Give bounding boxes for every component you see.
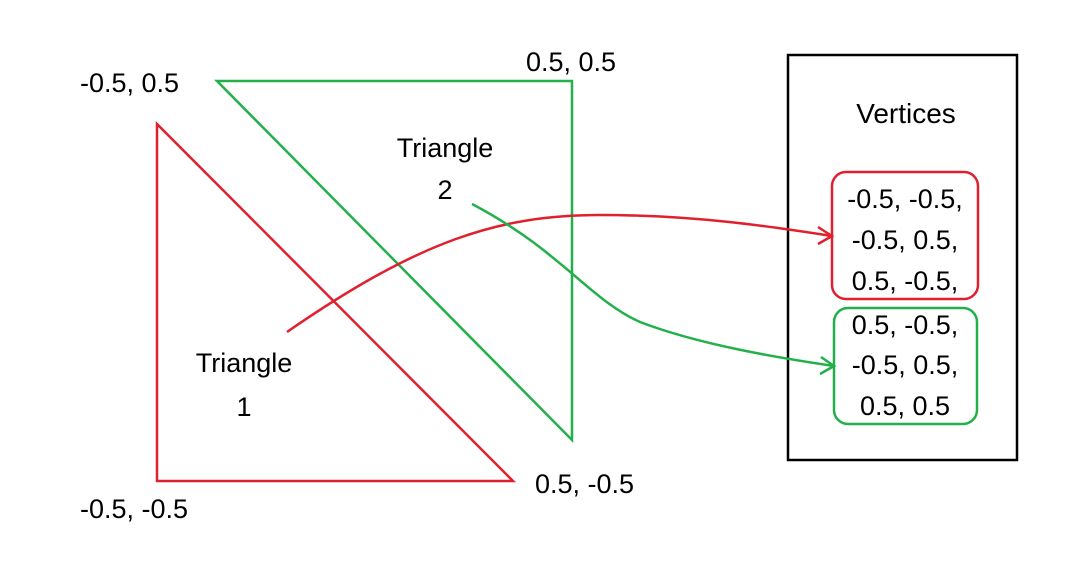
vertex-group-2-line-2: -0.5, 0.5,: [852, 350, 959, 380]
vertex-group-1-line-2: -0.5, 0.5,: [852, 225, 959, 255]
triangle-1-arrow: [286, 213, 833, 334]
coord-top-right: 0.5, 0.5: [526, 47, 616, 77]
triangle-1-label-line2: 1: [236, 392, 251, 422]
triangle-1-shape: [155, 120, 517, 483]
vertex-group-2-line-3: 0.5, 0.5: [860, 391, 950, 421]
triangle-2-label-line1: Triangle: [397, 133, 494, 163]
triangle-1-arrowhead: [817, 225, 835, 246]
triangle-1-label-line1: Triangle: [196, 348, 293, 378]
coord-bottom-left: -0.5, -0.5: [80, 494, 188, 524]
triangle-2-arrowhead: [819, 355, 837, 376]
coord-top-left: -0.5, 0.5: [80, 68, 179, 98]
triangle-2-shape: [214, 79, 574, 444]
triangle-2-label-line2: 2: [437, 175, 452, 205]
vertex-group-1-line-3: 0.5, -0.5,: [852, 266, 959, 296]
triangle-2-arrow: [471, 202, 835, 368]
vertex-group-2-line-1: 0.5, -0.5,: [852, 310, 959, 340]
vertices-panel: [786, 53, 1019, 462]
coord-bottom-right: 0.5, -0.5: [535, 469, 634, 499]
vertex-group-1-line-1: -0.5, -0.5,: [847, 184, 963, 214]
vertices-panel-title: Vertices: [856, 98, 956, 129]
